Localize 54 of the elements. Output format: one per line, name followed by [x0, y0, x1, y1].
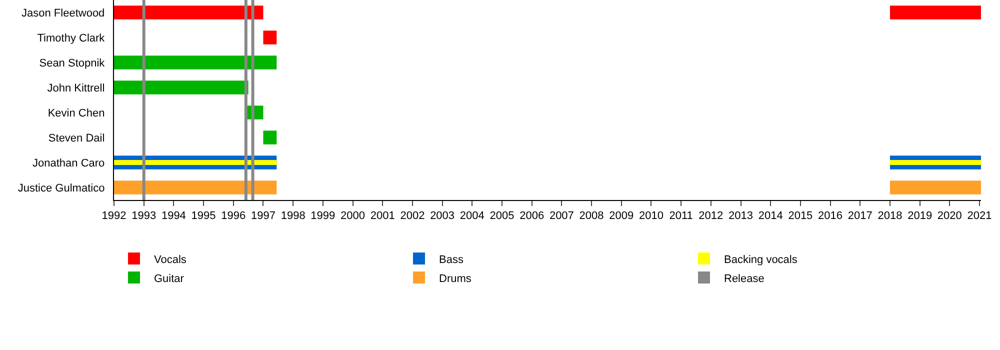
- y-tick-label: Steven Dail: [48, 132, 111, 144]
- x-tick-label: 2002: [400, 210, 425, 222]
- x-tick-label: 2020: [937, 210, 962, 222]
- y-tick-label: John Kittrell: [47, 82, 111, 94]
- x-tick-label: 2016: [818, 210, 843, 222]
- x-tick-label: 1994: [161, 210, 186, 222]
- x-tick-label: 2019: [908, 210, 932, 222]
- x-tick-label: 2009: [609, 210, 634, 222]
- y-tick-label: Kevin Chen: [48, 107, 111, 120]
- x-tick-label: 2005: [490, 210, 514, 222]
- bar: [890, 180, 981, 194]
- x-tick-label: 2014: [758, 210, 783, 222]
- legend-label: Vocals: [154, 254, 187, 266]
- x-tick-label: 1999: [310, 210, 336, 222]
- x-tick-label: 1996: [221, 210, 246, 222]
- y-tick-label: Sean Stopnik: [39, 57, 111, 70]
- y-tick-label: Jonathan Caro: [32, 157, 111, 170]
- y-tick-label: Timothy Clark: [37, 32, 111, 44]
- x-tick-label: 2015: [788, 210, 813, 222]
- x-tick-label: 1993: [132, 210, 156, 222]
- x-tick-label: 1998: [280, 210, 306, 222]
- x-tick-label: 1992: [102, 210, 126, 222]
- bar: [114, 6, 264, 20]
- x-tick-label: 2010: [638, 210, 664, 222]
- x-tick-label: 2018: [878, 210, 902, 222]
- x-tick-label: 1997: [250, 210, 276, 222]
- x-tick-label: 2006: [520, 210, 544, 222]
- x-tick-label: 2007: [549, 210, 574, 222]
- x-tick-label: 1995: [191, 210, 216, 222]
- x-tick-label: 2013: [728, 210, 753, 222]
- bar: [890, 160, 981, 165]
- x-tick-label: 2000: [340, 210, 365, 222]
- bar: [114, 56, 277, 70]
- x-tick-label: 2017: [848, 210, 872, 222]
- y-tick-label: Justice Gulmatico: [18, 182, 111, 194]
- bar: [890, 6, 981, 20]
- legend-label: Drums: [439, 272, 472, 285]
- y-tick-label: Jason Fleetwood: [22, 7, 111, 20]
- x-tick-label: 2003: [430, 210, 455, 222]
- x-tick-label: 2001: [370, 210, 395, 222]
- legend-label: Backing vocals: [724, 254, 798, 266]
- x-tick-label: 2004: [460, 210, 484, 222]
- x-tick-label: 2011: [669, 210, 693, 222]
- bar: [114, 80, 248, 94]
- x-tick-label: 2021: [967, 210, 992, 222]
- x-tick-label: 2008: [579, 210, 604, 222]
- bar: [114, 180, 277, 194]
- x-tick-label: 2012: [698, 210, 724, 222]
- bar: [263, 130, 277, 144]
- legend-label: Release: [724, 272, 764, 285]
- legend-label: Bass: [439, 254, 464, 266]
- bar: [114, 160, 277, 165]
- bar: [263, 30, 277, 44]
- legend-label: Guitar: [154, 272, 184, 285]
